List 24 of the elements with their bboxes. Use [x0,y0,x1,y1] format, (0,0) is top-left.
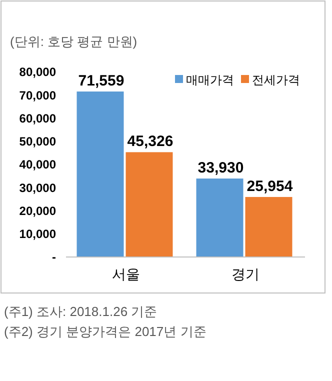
bar [76,92,124,257]
y-tick-label: 70,000 [19,88,56,102]
y-tick-label: 60,000 [19,111,56,126]
y-tick-label: 50,000 [19,134,56,149]
data-label: 25,954 [246,178,294,195]
y-tick-label: 20,000 [19,204,56,218]
y-tick-label: 10,000 [19,227,56,242]
y-tick-label: - [52,250,56,264]
y-tick-label: 40,000 [19,158,56,172]
legend-label: 전세가격 [252,73,300,88]
data-label: 33,930 [198,160,244,177]
chart-subtitle: (단위: 호당 평균 만원) [10,34,138,49]
text: (주1) 조사: 2018.1.26 기준 [4,304,158,319]
x-tick-label: 서울 [112,266,140,282]
y-tick-label: 30,000 [19,180,56,195]
data-label: 45,326 [127,133,174,150]
bar [126,152,173,257]
bar [196,178,244,257]
text: (주2) 경기 분양가격은 2017년 기준 [4,324,206,339]
bar [245,196,292,257]
data-label: 71,559 [78,72,124,90]
x-tick-label: 경기 [231,266,260,282]
y-tick-label: 80,000 [19,65,56,80]
legend-label: 매매가격 [186,73,234,88]
